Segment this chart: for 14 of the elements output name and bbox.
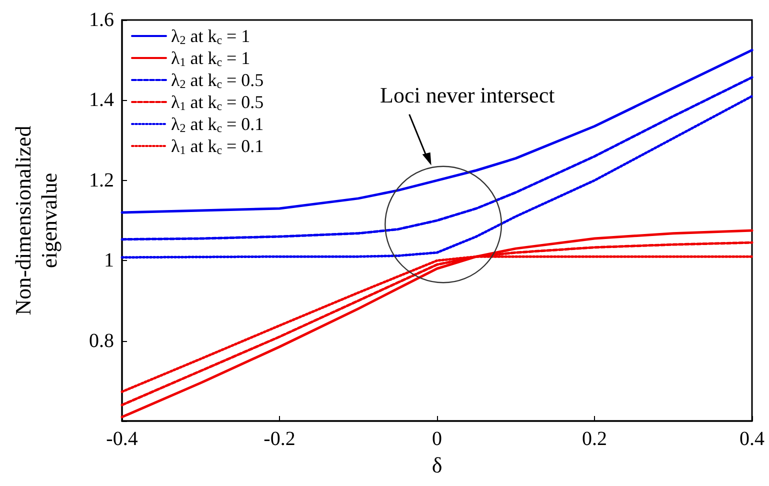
x-tick-label: 0.4: [740, 428, 764, 450]
x-axis-title: δ: [432, 452, 442, 478]
y-axis-title: Non-dimensionalized eigenvalue: [10, 126, 62, 316]
y-tick-label: 0.8: [89, 330, 114, 352]
y-tick-label: 1: [104, 250, 114, 272]
y-tick-label: 1.4: [89, 89, 114, 112]
x-tick-label: 0.2: [582, 428, 607, 450]
x-tick-label: 0: [432, 428, 442, 450]
line-series: [120, 48, 754, 214]
y-tick-label: 1.6: [89, 9, 114, 31]
x-tick-label: -0.4: [106, 428, 138, 450]
y-tick-label: 1.2: [89, 169, 114, 192]
x-tick-label: -0.2: [264, 428, 296, 450]
annotation: Loci never intersect: [380, 82, 555, 108]
